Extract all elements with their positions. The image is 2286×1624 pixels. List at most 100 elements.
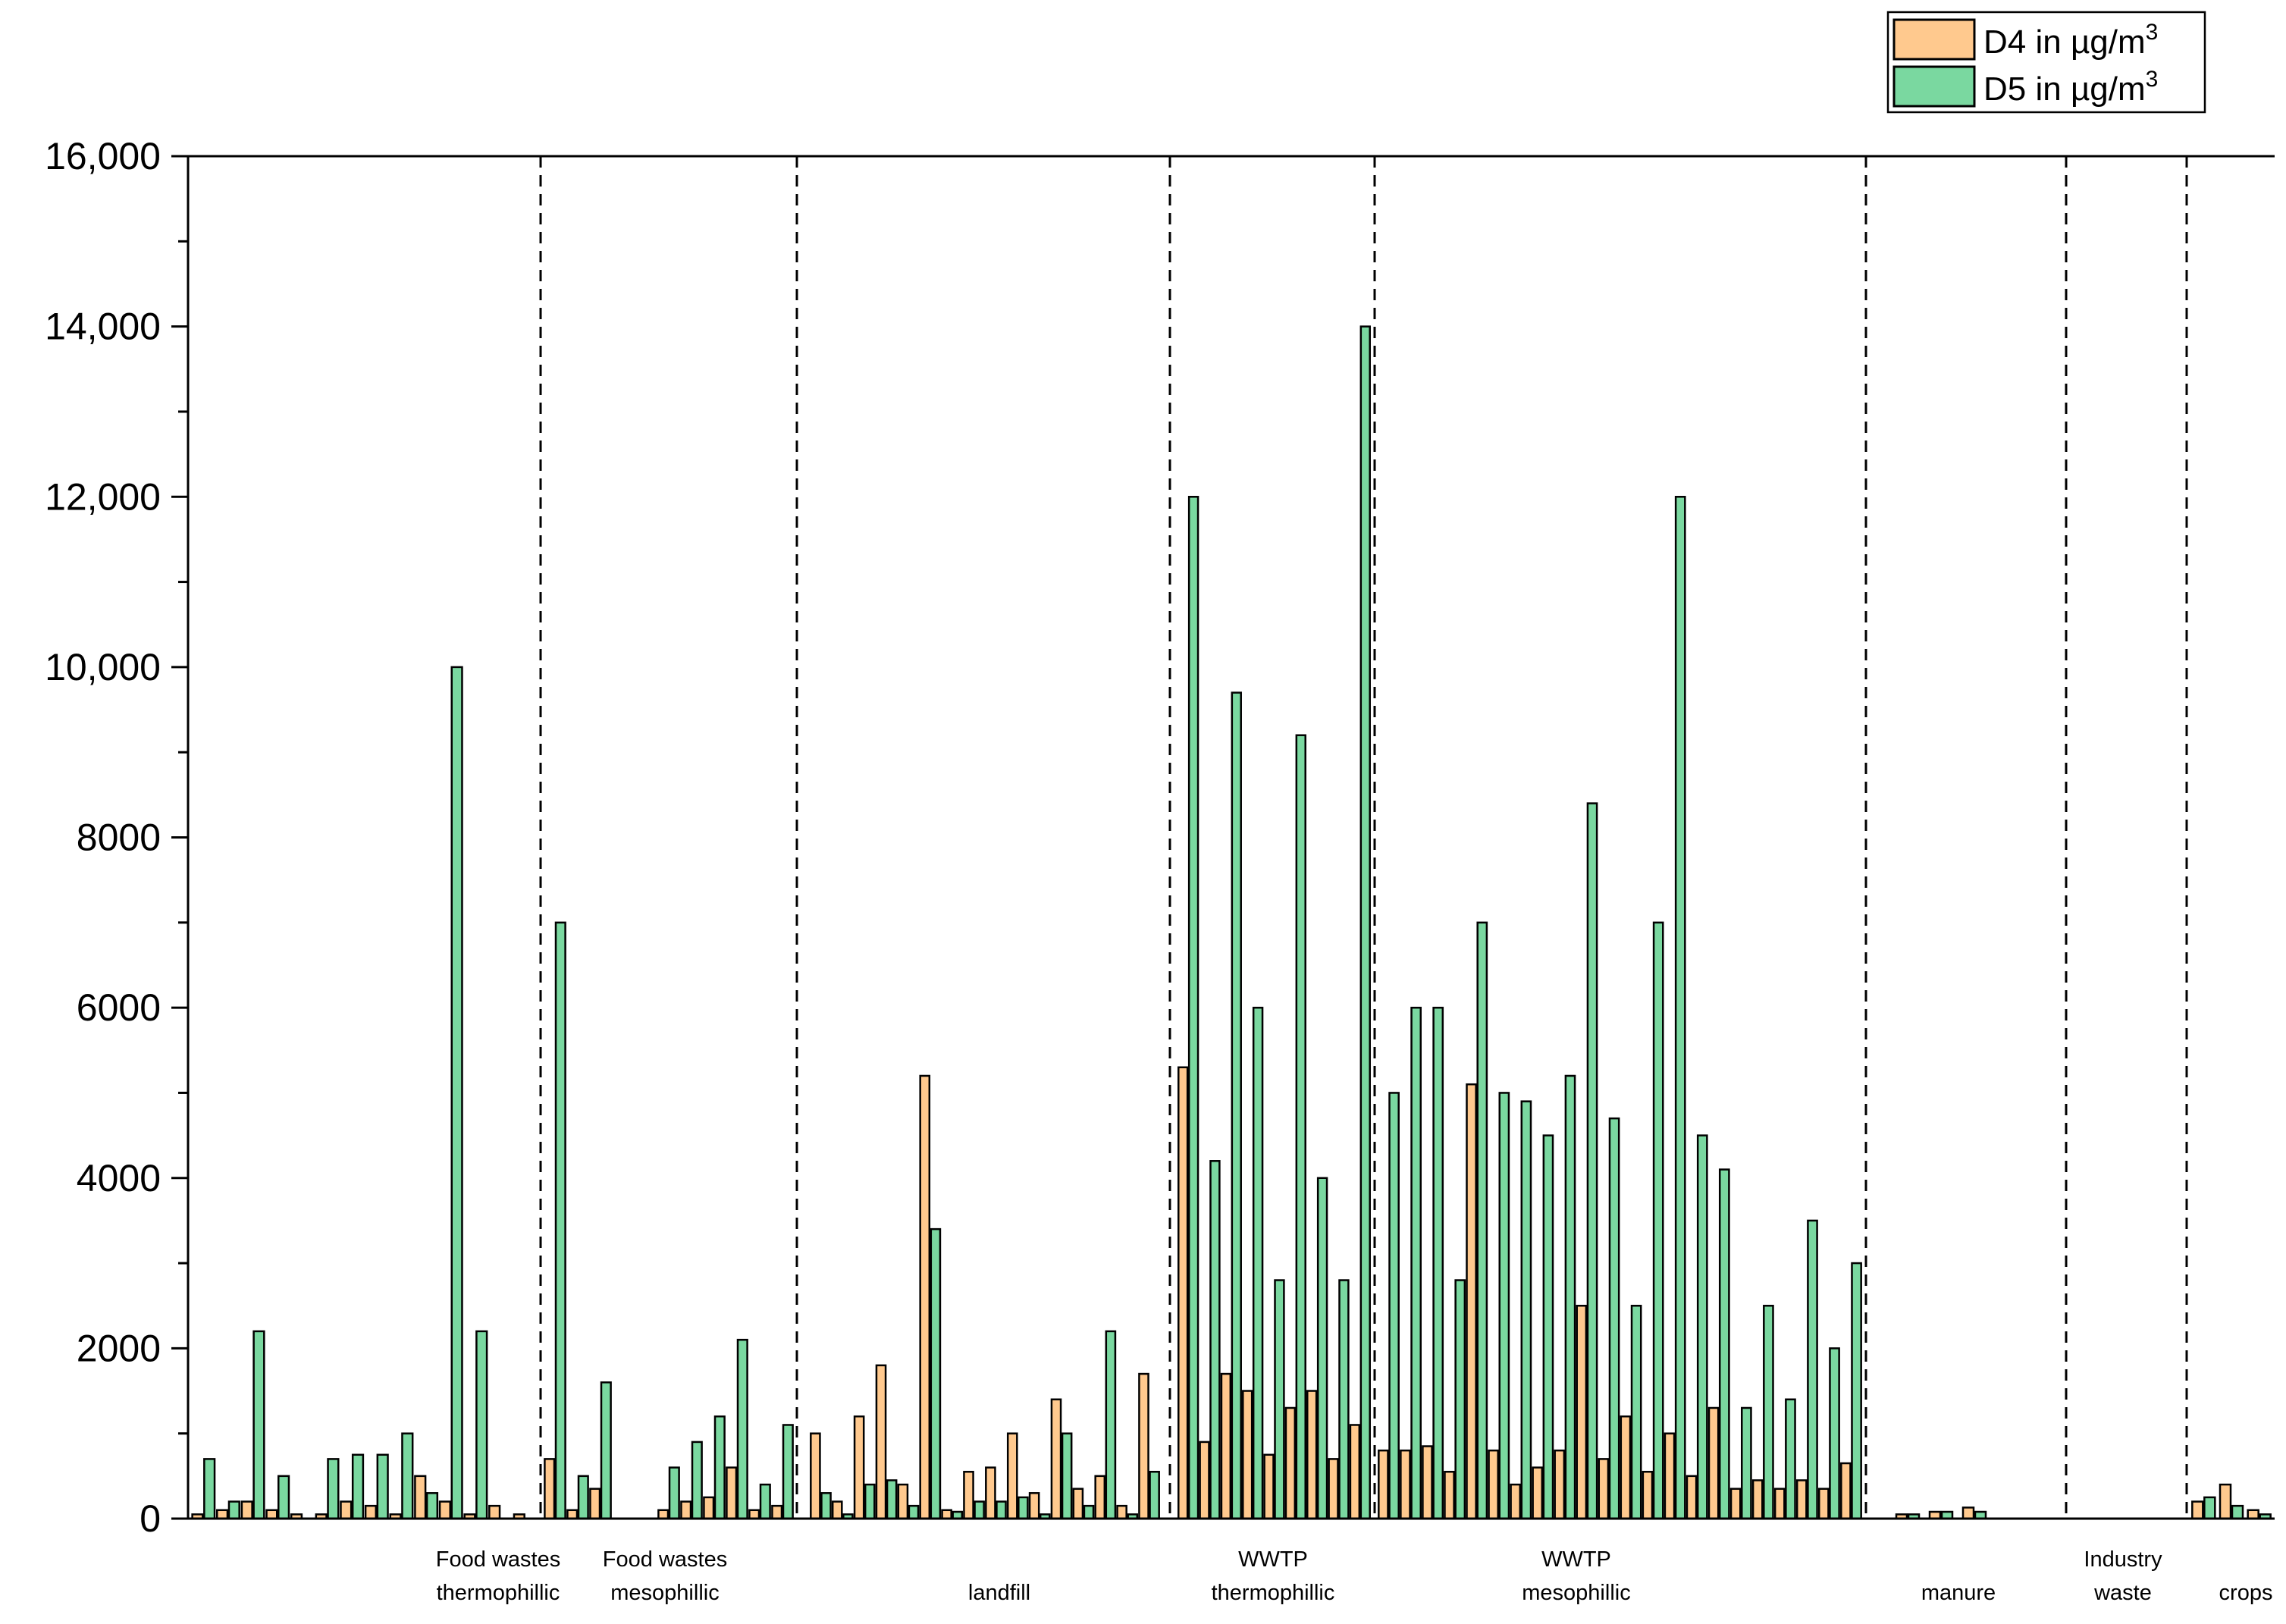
bar-d5 bbox=[1338, 1279, 1350, 1520]
group-label: mesophillic bbox=[1522, 1581, 1630, 1605]
bar-d4 bbox=[1242, 1390, 1253, 1520]
bar-d4 bbox=[853, 1415, 865, 1520]
bar-d4 bbox=[1840, 1462, 1852, 1520]
bar-d5 bbox=[1807, 1219, 1818, 1520]
bar-d5 bbox=[1187, 496, 1199, 1520]
bar-d5 bbox=[475, 1330, 488, 1520]
bar-d4 bbox=[1349, 1424, 1361, 1520]
bar-d4 bbox=[1444, 1470, 1455, 1520]
bar-d5 bbox=[450, 666, 463, 1520]
bar-d5 bbox=[736, 1338, 748, 1520]
bar-d5 bbox=[1542, 1134, 1554, 1520]
bar-d5 bbox=[1061, 1432, 1073, 1520]
bar-d4 bbox=[1328, 1458, 1339, 1520]
bar-d4 bbox=[216, 1509, 229, 1520]
bar-d5 bbox=[1274, 1279, 1285, 1520]
bar-d5 bbox=[759, 1483, 771, 1520]
bar-d5 bbox=[1630, 1304, 1642, 1520]
bar-d4 bbox=[941, 1509, 952, 1520]
bar-d5 bbox=[1388, 1092, 1400, 1520]
bars bbox=[191, 325, 2272, 1520]
bar-d4 bbox=[1729, 1488, 1742, 1520]
bar-d4 bbox=[1488, 1449, 1499, 1520]
bar-d5 bbox=[1741, 1406, 1752, 1520]
legend-swatch bbox=[1892, 18, 1976, 61]
bar-d4 bbox=[1006, 1432, 1018, 1520]
group-label: manure bbox=[1921, 1581, 1996, 1605]
bar-d5 bbox=[1359, 325, 1371, 1520]
bar-d5 bbox=[600, 1381, 612, 1520]
y-tick-label: 6000 bbox=[77, 986, 161, 1029]
bar-d5 bbox=[2231, 1504, 2244, 1520]
bar-d5 bbox=[1674, 496, 1686, 1520]
bar-d4 bbox=[985, 1466, 996, 1520]
bar-d4 bbox=[1050, 1398, 1062, 1520]
bar-d4 bbox=[265, 1509, 278, 1520]
bar-d4 bbox=[1817, 1488, 1830, 1520]
bar-d4 bbox=[1263, 1453, 1275, 1520]
bar-d5 bbox=[864, 1483, 876, 1520]
bar-d5 bbox=[351, 1453, 365, 1520]
bar-d5 bbox=[203, 1458, 216, 1520]
bar-d5 bbox=[1231, 691, 1242, 1520]
bar-d4 bbox=[1664, 1432, 1676, 1520]
group-labels: Food wastes thermophillic Food wastes mesop… bbox=[436, 1547, 2273, 1605]
bar-d5 bbox=[668, 1466, 680, 1520]
group-label: WWTP bbox=[1541, 1547, 1611, 1572]
group-label: waste bbox=[2093, 1581, 2152, 1605]
bar-d5 bbox=[1608, 1117, 1620, 1520]
bar-d4 bbox=[1707, 1406, 1720, 1520]
bar-d5 bbox=[1829, 1347, 1840, 1520]
y-tick-label: 8000 bbox=[77, 817, 161, 859]
bar-d5 bbox=[227, 1500, 240, 1520]
bar-d4 bbox=[1284, 1406, 1297, 1520]
bar-d5 bbox=[1432, 1006, 1444, 1520]
bar-d5 bbox=[1718, 1168, 1730, 1520]
group-label: mesophillic bbox=[610, 1581, 719, 1605]
bar-d5 bbox=[930, 1227, 942, 1520]
group-label: thermophillic bbox=[437, 1581, 560, 1605]
bar-d5 bbox=[1476, 921, 1488, 1520]
bar-d4 bbox=[1422, 1445, 1433, 1520]
y-tick-label: 14,000 bbox=[45, 306, 161, 348]
bar-d4 bbox=[1466, 1083, 1477, 1520]
bar-d4 bbox=[1620, 1415, 1632, 1520]
bar-d4 bbox=[1685, 1475, 1698, 1520]
bar-d5 bbox=[1652, 921, 1664, 1520]
group-label: Food wastes bbox=[603, 1547, 727, 1572]
bar-d5 bbox=[1520, 1100, 1532, 1520]
bar-d4 bbox=[726, 1466, 738, 1520]
bar-d5 bbox=[908, 1504, 920, 1520]
bar-d5 bbox=[713, 1415, 726, 1520]
group-label: Food wastes bbox=[436, 1547, 560, 1572]
bar-d5 bbox=[974, 1500, 985, 1520]
bar-d4 bbox=[1306, 1390, 1318, 1520]
bar-d4 bbox=[810, 1432, 821, 1520]
y-tick-label: 0 bbox=[140, 1497, 161, 1540]
bar-d5 bbox=[1105, 1330, 1117, 1520]
bar-d4 bbox=[1400, 1449, 1411, 1520]
bar-d4 bbox=[240, 1500, 253, 1520]
bar-d5 bbox=[401, 1432, 414, 1520]
y-tick-label: 4000 bbox=[77, 1157, 161, 1199]
bar-d4 bbox=[438, 1500, 451, 1520]
bar-d5 bbox=[425, 1492, 439, 1520]
bar-d4 bbox=[1961, 1506, 1975, 1520]
bar-d5 bbox=[996, 1500, 1007, 1520]
bar-d4 bbox=[1072, 1488, 1084, 1520]
bar-d4 bbox=[1795, 1479, 1808, 1520]
y-axis-ticks: 0 2000 4000 6000 8000 10,000 12,000 14,000 16,00… bbox=[45, 135, 188, 1540]
bar-d4 bbox=[589, 1488, 601, 1520]
bar-d5 bbox=[1696, 1134, 1708, 1520]
bar-d4 bbox=[1028, 1492, 1040, 1520]
bar-d5 bbox=[782, 1424, 794, 1520]
bar-d5 bbox=[1149, 1470, 1160, 1520]
group-label: Industry bbox=[2084, 1547, 2162, 1572]
group-label: landfill bbox=[968, 1581, 1030, 1605]
bar-d5 bbox=[1083, 1504, 1095, 1520]
legend-label: D4 in µg/m3 bbox=[1983, 20, 2158, 61]
bar-d4 bbox=[1576, 1304, 1588, 1520]
bar-d4 bbox=[1642, 1470, 1654, 1520]
bar-d5 bbox=[1295, 734, 1306, 1520]
bar-d5 bbox=[691, 1441, 703, 1520]
